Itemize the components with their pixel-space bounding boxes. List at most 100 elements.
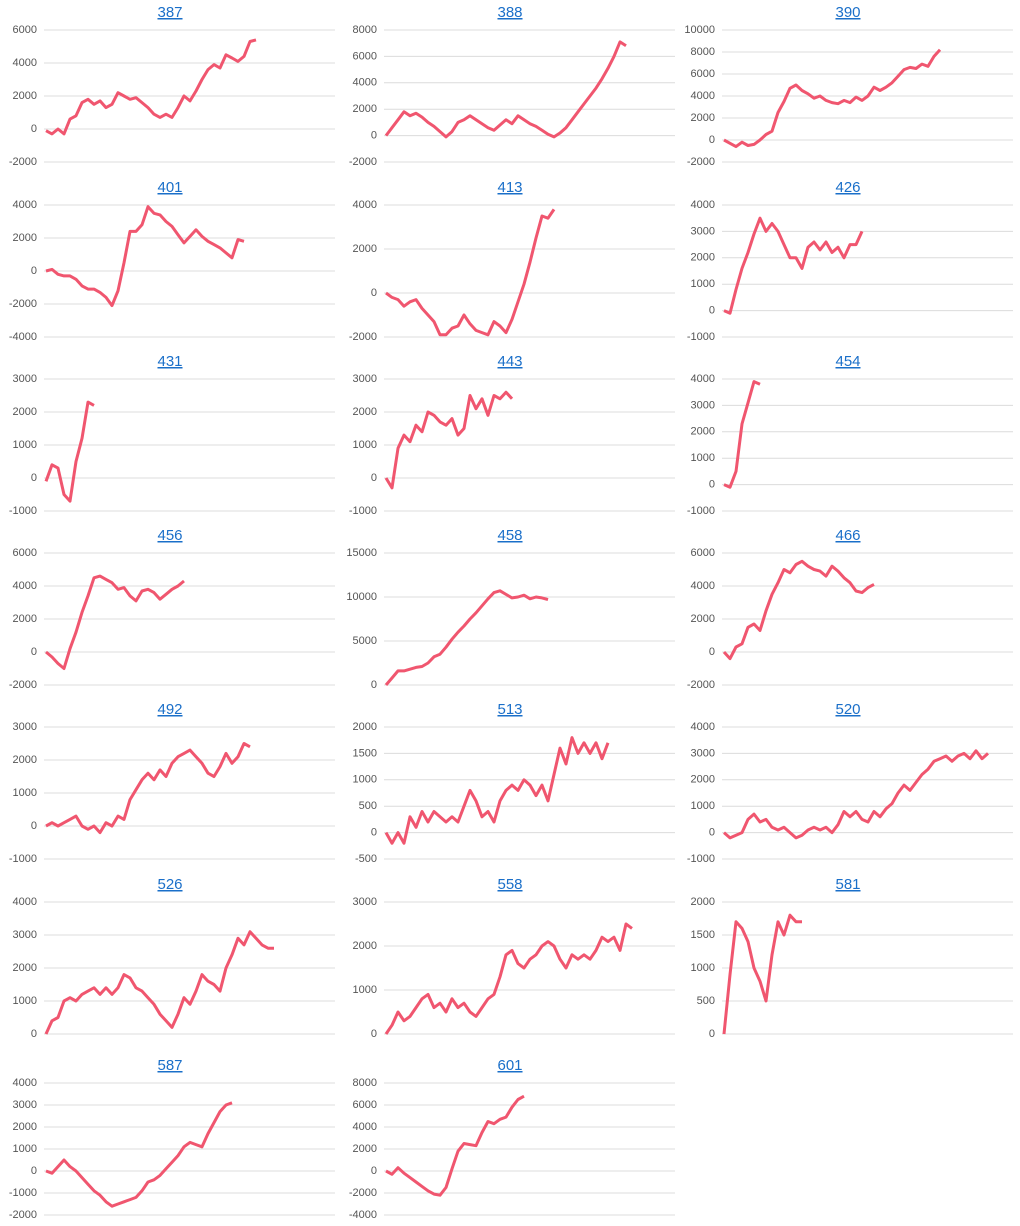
y-tick-label: -4000	[349, 1209, 377, 1221]
y-tick-label: 1000	[13, 995, 37, 1007]
chart-title-link[interactable]: 401	[157, 179, 182, 196]
y-tick-label: 0	[371, 1165, 377, 1177]
y-tick-label: 4000	[13, 57, 37, 69]
chart-title-link[interactable]: 458	[497, 527, 522, 544]
y-tick-label: 3000	[691, 399, 715, 411]
data-line	[385, 1094, 525, 1197]
y-tick-label: 500	[697, 995, 715, 1007]
y-tick-label: 2000	[691, 896, 715, 908]
chart-panel: 492 -1000 0 1000 2000 3000	[9, 701, 335, 865]
chart-title-link[interactable]: 426	[835, 179, 860, 196]
y-tick-label: 3000	[13, 373, 37, 385]
y-tick-label: 4000	[691, 580, 715, 592]
data-line	[723, 216, 864, 315]
chart-title-link[interactable]: 526	[157, 876, 182, 893]
y-tick-label: 1000	[13, 787, 37, 799]
chart-panel: 587 -2000 -1000 0 1000 2000 3000 4000	[9, 1057, 335, 1221]
chart-title-link[interactable]: 454	[835, 353, 860, 370]
y-tick-label: 8000	[353, 24, 377, 36]
chart-title-link[interactable]: 413	[497, 179, 522, 196]
data-line	[722, 559, 875, 661]
y-tick-label: 4000	[691, 199, 715, 211]
data-line	[45, 205, 245, 308]
chart-panel: 458 0 5000 10000 15000	[346, 527, 675, 691]
y-tick-label: 0	[31, 1165, 37, 1177]
y-tick-label: -1000	[687, 853, 715, 865]
y-tick-label: 0	[371, 827, 377, 839]
chart-title-link[interactable]: 492	[157, 701, 182, 718]
y-tick-label: -1000	[9, 1187, 37, 1199]
data-line	[45, 38, 257, 136]
chart-title-link[interactable]: 513	[497, 701, 522, 718]
data-line	[44, 930, 274, 1035]
y-tick-label: 4000	[353, 1121, 377, 1133]
data-line	[45, 1101, 233, 1208]
chart-title-link[interactable]: 581	[835, 876, 860, 893]
data-line	[45, 742, 251, 835]
y-tick-label: 4000	[13, 199, 37, 211]
y-tick-label: 2000	[13, 754, 37, 766]
chart-title-link[interactable]: 443	[497, 353, 522, 370]
y-tick-label: -1000	[687, 331, 715, 343]
y-tick-label: 4000	[13, 896, 37, 908]
y-tick-label: 5000	[353, 635, 377, 647]
y-tick-label: 1500	[691, 929, 715, 941]
chart-title-link[interactable]: 456	[157, 527, 182, 544]
y-tick-label: -500	[355, 853, 377, 865]
y-tick-label: 3000	[13, 929, 37, 941]
y-tick-label: -2000	[9, 679, 37, 691]
y-tick-label: 6000	[691, 68, 715, 80]
y-tick-label: 1000	[13, 1143, 37, 1155]
chart-title-link[interactable]: 466	[835, 527, 860, 544]
y-tick-label: 4000	[353, 77, 377, 89]
data-line	[723, 48, 942, 149]
y-tick-label: 6000	[353, 1099, 377, 1111]
y-tick-label: 4000	[691, 721, 715, 733]
y-tick-label: 2000	[353, 940, 377, 952]
y-tick-label: 10000	[684, 24, 715, 36]
data-line	[45, 574, 185, 670]
y-tick-label: -2000	[349, 331, 377, 343]
y-tick-label: 3000	[353, 373, 377, 385]
y-tick-label: 1000	[13, 439, 37, 451]
chart-title-link[interactable]: 431	[157, 353, 182, 370]
y-tick-label: 0	[371, 287, 377, 299]
chart-panel: 413 -2000 0 2000 4000	[349, 179, 675, 343]
chart-title-link[interactable]: 390	[835, 4, 860, 21]
y-tick-label: 0	[709, 1028, 715, 1040]
y-tick-label: 2000	[353, 721, 377, 733]
data-line	[385, 208, 556, 337]
chart-panel: 581 0 500 1000 1500 2000	[691, 876, 1013, 1040]
chart-title-link[interactable]: 558	[497, 876, 522, 893]
y-tick-label: -1000	[349, 505, 377, 517]
y-tick-label: 2000	[691, 112, 715, 124]
y-tick-label: 0	[709, 646, 715, 658]
chart-panel: 601 -4000 -2000 0 2000 4000 6000 8000	[349, 1057, 675, 1221]
y-tick-label: -2000	[349, 156, 377, 168]
y-tick-label: 3000	[13, 1099, 37, 1111]
chart-title-link[interactable]: 587	[157, 1057, 182, 1074]
chart-title-link[interactable]: 388	[497, 4, 522, 21]
data-line	[384, 922, 633, 1035]
chart-panel: 526 0 1000 2000 3000 4000	[13, 876, 335, 1040]
y-tick-label: 3000	[691, 225, 715, 237]
y-tick-label: 2000	[353, 406, 377, 418]
y-tick-label: -2000	[9, 298, 37, 310]
y-tick-label: 6000	[13, 547, 37, 559]
y-tick-label: 2000	[353, 103, 377, 115]
chart-panel: 390 -2000 0 2000 4000 6000 8000 10000	[684, 4, 1013, 168]
data-line	[384, 589, 549, 686]
chart-title-link[interactable]: 601	[497, 1057, 522, 1074]
y-tick-label: 0	[31, 472, 37, 484]
data-line	[384, 40, 627, 139]
chart-title-link[interactable]: 520	[835, 701, 860, 718]
chart-panel: 513 -500 0 500 1000 1500 2000	[353, 701, 675, 865]
chart-title-link[interactable]: 387	[157, 4, 182, 21]
y-tick-label: 1000	[691, 278, 715, 290]
y-tick-label: -2000	[9, 156, 37, 168]
y-tick-label: 4000	[691, 90, 715, 102]
chart-panel: 443 -1000 0 1000 2000 3000	[349, 353, 675, 517]
y-tick-label: 0	[709, 827, 715, 839]
y-tick-label: 1000	[691, 962, 715, 974]
